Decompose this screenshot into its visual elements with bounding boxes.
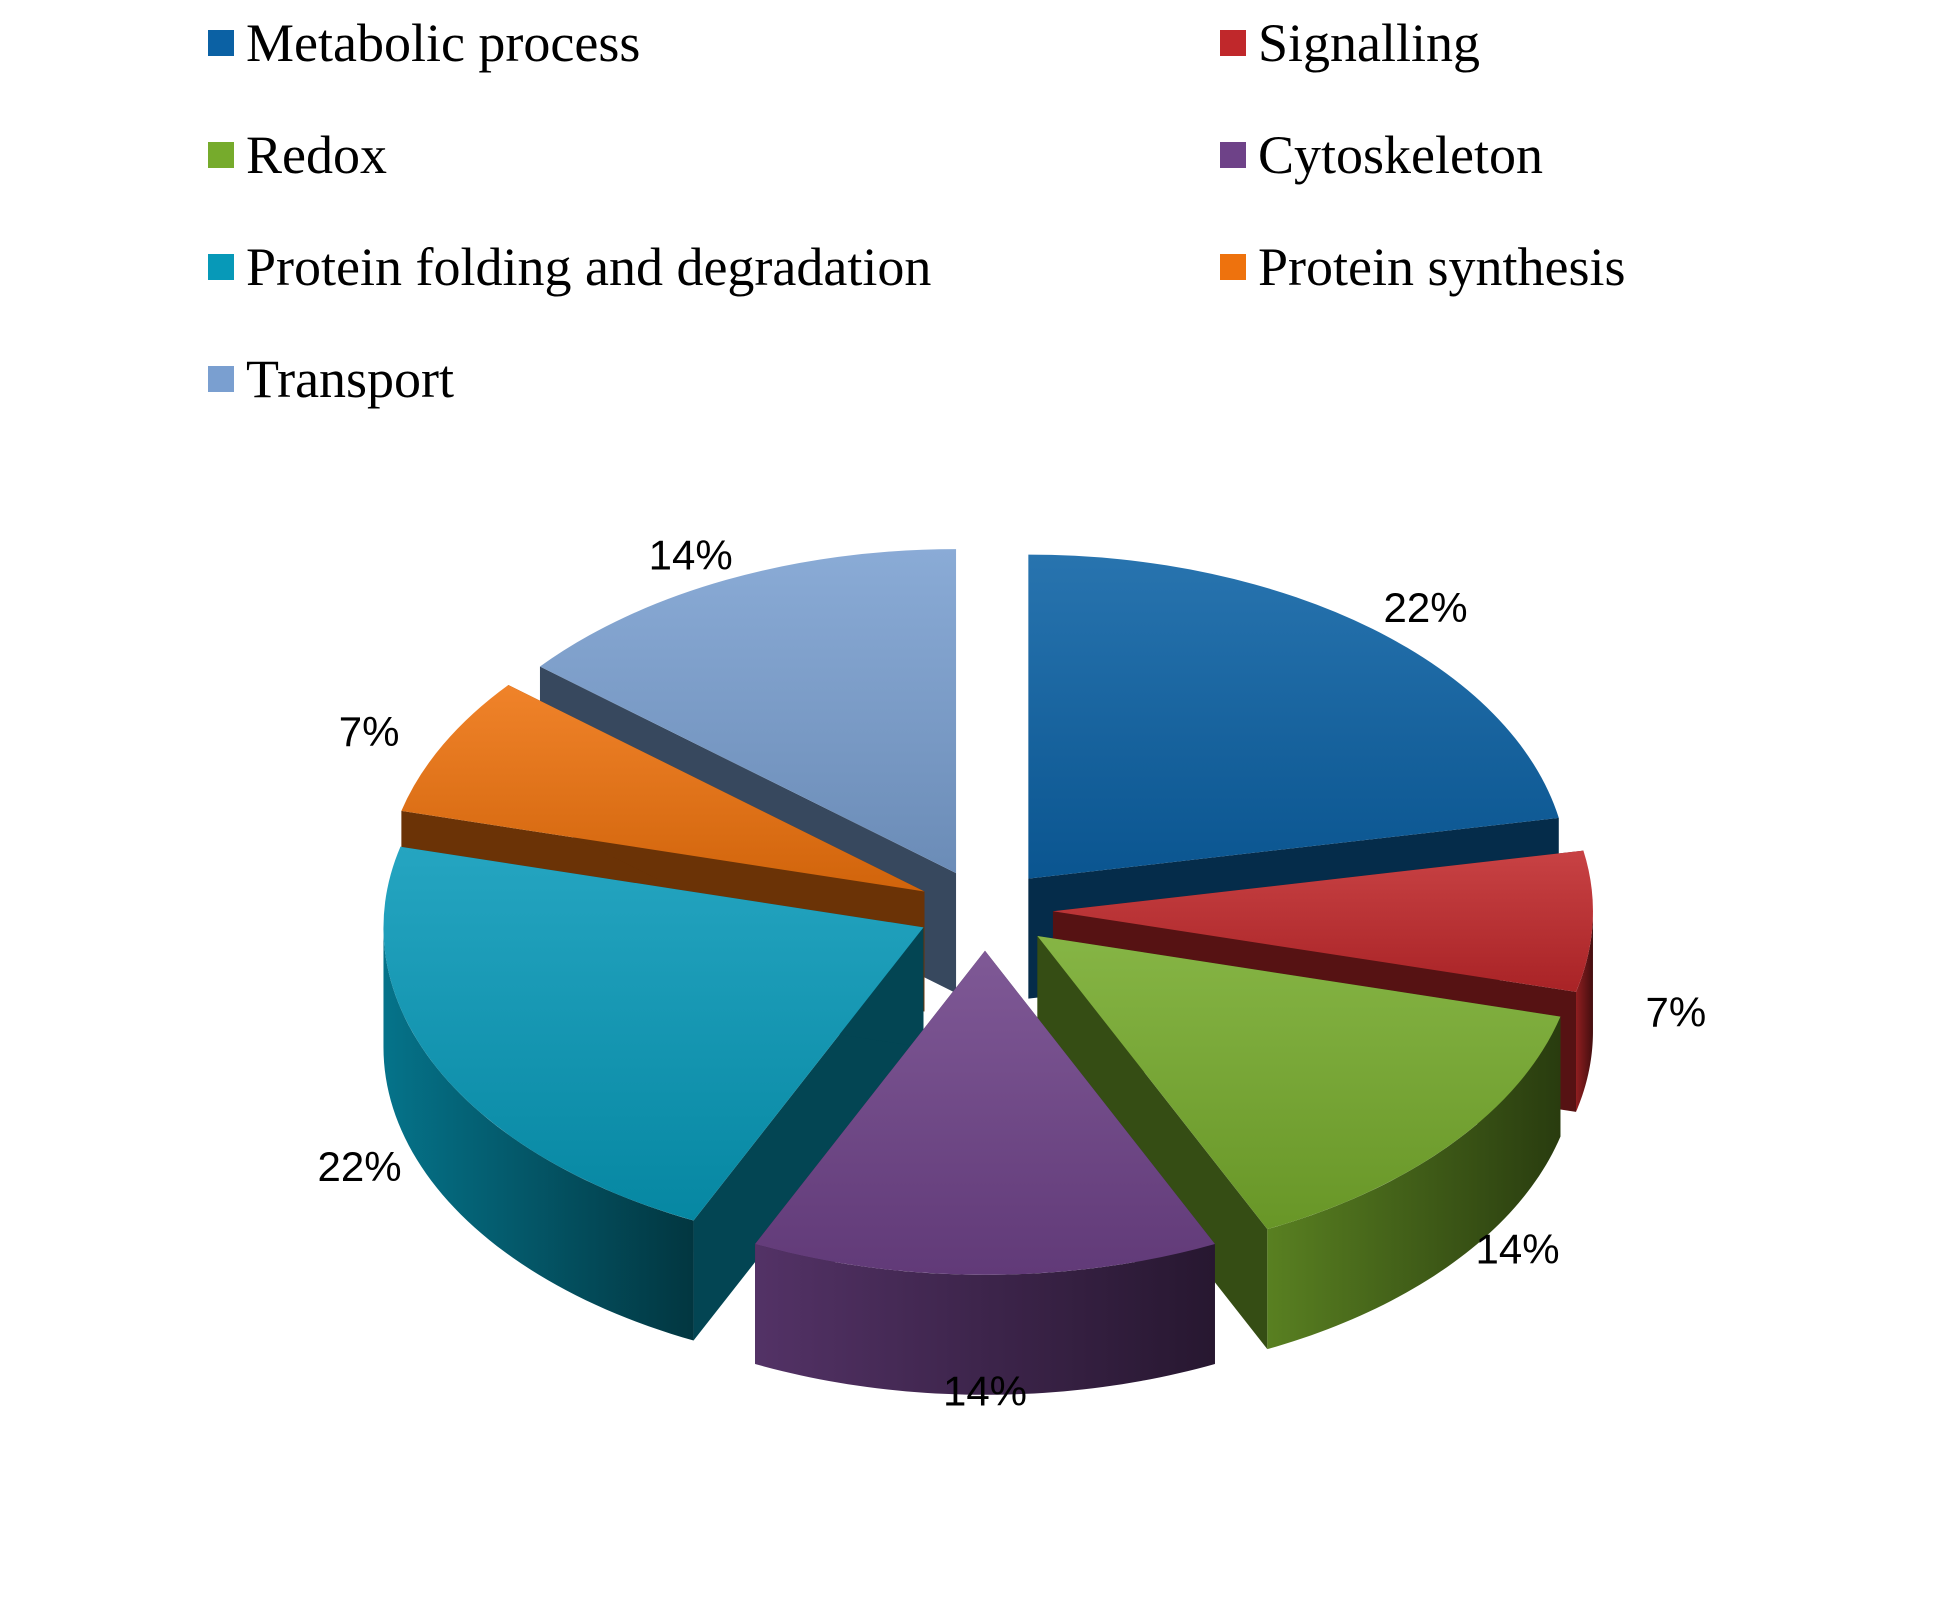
legend-label-protein-folding-and-degradation: Protein folding and degradation xyxy=(246,237,932,297)
data-label-protein-synthesis: 7% xyxy=(339,708,400,755)
legend-swatch-metabolic-process xyxy=(208,30,234,56)
data-label-protein-folding-and-degradation: 22% xyxy=(318,1143,402,1190)
legend-swatch-redox xyxy=(208,142,234,168)
pie-slice-top-signalling xyxy=(1052,850,1593,992)
legend-item-signalling: Signalling xyxy=(1220,8,1480,78)
legend-item-protein-synthesis: Protein synthesis xyxy=(1220,232,1626,302)
pie-slice-top-cytoskeleton xyxy=(755,950,1215,1275)
legend-label-signalling: Signalling xyxy=(1258,13,1481,73)
pie-slice-wall-redox xyxy=(1267,1016,1561,1350)
pie-slice-cytoskeleton xyxy=(755,950,1215,1395)
legend-label-protein-synthesis: Protein synthesis xyxy=(1258,237,1626,297)
pie-data-labels: 22% 7% 14% 14% 22% 7% 14% xyxy=(318,532,1707,1415)
legend-item-protein-folding-and-degradation: Protein folding and degradation xyxy=(208,232,931,302)
pie-slice-top-metabolic-process xyxy=(1028,554,1559,879)
data-label-redox: 14% xyxy=(1476,1226,1560,1273)
data-label-metabolic-process: 22% xyxy=(1384,584,1468,631)
pie-slice-top-transport xyxy=(539,549,957,874)
legend-swatch-signalling xyxy=(1220,30,1246,56)
legend-label-redox: Redox xyxy=(246,125,387,185)
data-label-cytoskeleton: 14% xyxy=(943,1368,1027,1415)
legend-item-cytoskeleton: Cytoskeleton xyxy=(1220,120,1543,190)
chart-legend: Metabolic process Signalling Redox Cytos… xyxy=(0,0,1949,420)
pie-slice-wall-protein-folding-and-degradation xyxy=(383,927,694,1341)
legend-label-metabolic-process: Metabolic process xyxy=(246,13,641,73)
legend-item-redox: Redox xyxy=(208,120,387,190)
pie-slice-protein-folding-and-degradation xyxy=(383,846,924,1341)
legend-label-cytoskeleton: Cytoskeleton xyxy=(1258,125,1543,185)
legend-swatch-protein-synthesis xyxy=(1220,254,1246,280)
legend-swatch-protein-folding-and-degradation xyxy=(208,254,234,280)
legend-label-transport: Transport xyxy=(246,349,455,409)
pie-slice-top-redox xyxy=(1037,936,1561,1230)
legend-swatch-cytoskeleton xyxy=(1220,142,1246,168)
legend-item-metabolic-process: Metabolic process xyxy=(208,8,640,78)
data-label-signalling: 7% xyxy=(1646,988,1707,1035)
pie-slice-top-protein-synthesis xyxy=(401,684,925,892)
pie-slices xyxy=(383,549,1593,1395)
legend-item-transport: Transport xyxy=(208,344,454,414)
pie-slice-wall-signalling xyxy=(1576,911,1593,1112)
pie-slice-top-protein-folding-and-degradation xyxy=(383,846,924,1221)
pie-slice-wall-cytoskeleton xyxy=(755,1243,1215,1395)
data-label-transport: 14% xyxy=(649,532,733,579)
legend-swatch-transport xyxy=(208,366,234,392)
